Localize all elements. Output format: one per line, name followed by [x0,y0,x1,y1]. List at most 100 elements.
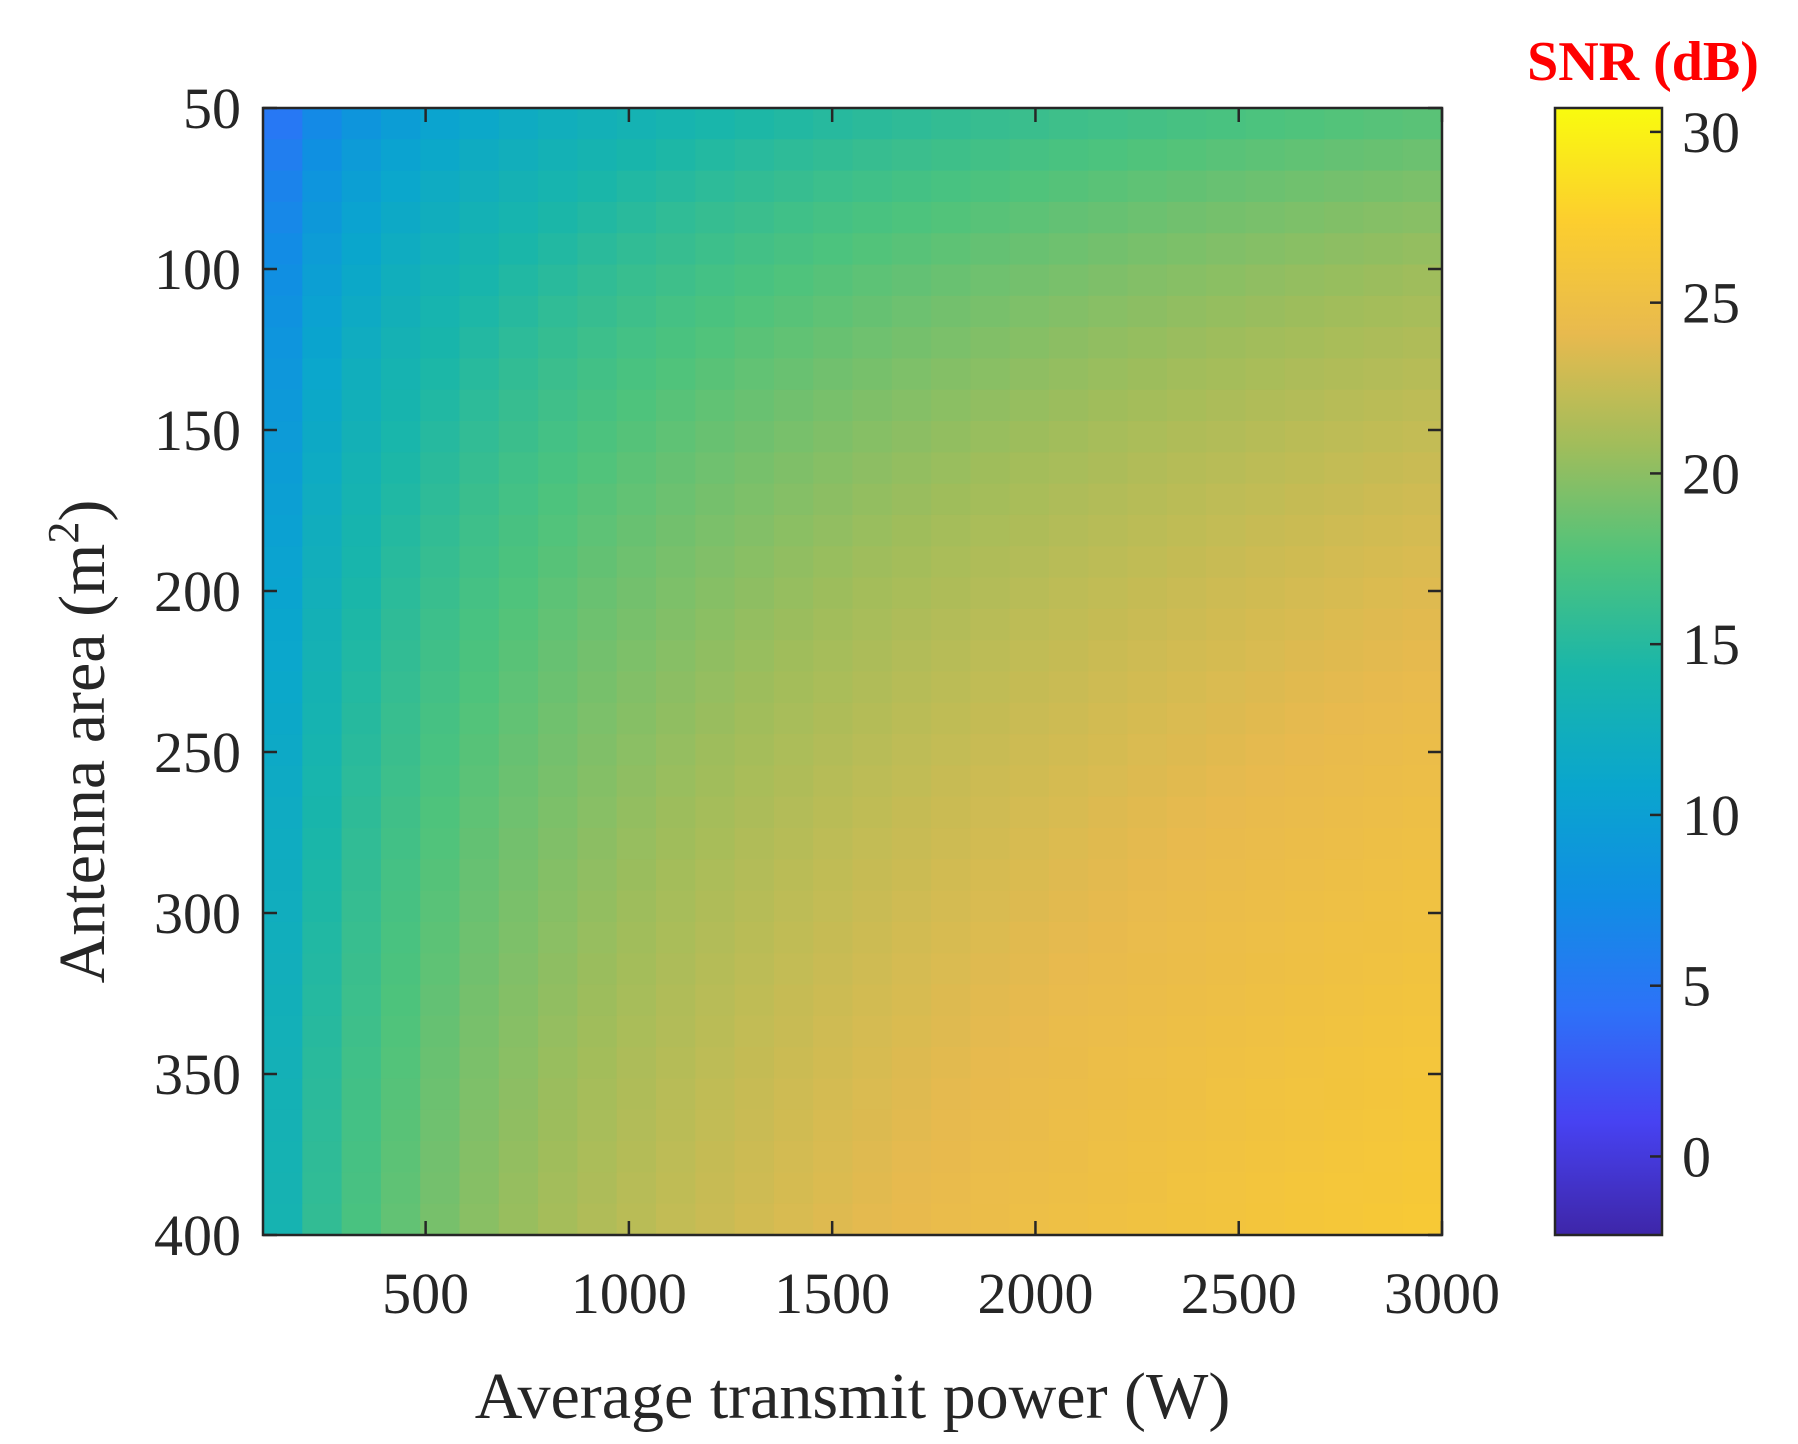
heatmap-cell [1127,734,1168,767]
heatmap-cell [498,577,539,610]
heatmap-cell [695,1015,736,1048]
heatmap-cell [538,1172,578,1205]
heatmap-cell [734,233,775,266]
heatmap-cell [616,201,657,234]
heatmap-cell [1166,389,1207,422]
heatmap-cell [1363,1203,1404,1236]
heatmap-cell [1324,389,1364,422]
heatmap-cell [420,1047,461,1080]
heatmap-cell [1088,859,1129,892]
heatmap-cell [695,984,736,1017]
heatmap-cell [891,233,932,266]
heatmap-cell [341,921,382,954]
heatmap-cell [1245,608,1286,641]
heatmap-cell [302,765,343,798]
heatmap-cell [498,108,539,140]
heatmap-cell [302,1141,343,1173]
heatmap-cell [1127,264,1168,297]
heatmap-cell [1088,1078,1129,1111]
heatmap-cell [813,201,854,234]
heatmap-cell [1284,984,1325,1017]
heatmap-cell [420,577,461,610]
heatmap-cell [341,295,382,328]
heatmap-cell [1206,358,1247,391]
colorbar-tick-label: 5 [1682,954,1711,1019]
heatmap-cell [616,608,657,641]
heatmap-cell [1206,389,1247,422]
heatmap-cell [498,890,539,923]
heatmap-cell [695,671,736,704]
plot-frame [261,106,1444,1237]
heatmap-cell [498,1109,539,1142]
heatmap-cell [656,1078,696,1111]
heatmap-cell [263,796,303,829]
heatmap-cell [1363,890,1404,923]
heatmap-cell [734,859,775,892]
heatmap-cell [1166,1109,1207,1142]
heatmap-cell [1049,577,1089,610]
heatmap-cell [1363,514,1404,547]
heatmap-cell [1206,1047,1247,1080]
heatmap-cell [1284,577,1325,610]
heatmap-cell [498,1015,539,1048]
heatmap-cell [459,1141,500,1173]
heatmap-cell [1245,1172,1286,1205]
heatmap-cell [1324,201,1364,234]
heatmap-cell [1166,640,1207,673]
heatmap-cell [695,828,736,860]
heatmap-cell [852,327,893,360]
colorbar-tick-label: 15 [1682,612,1740,677]
heatmap-cell [931,452,971,485]
heatmap-cell [616,702,657,735]
heatmap-cell [302,452,343,485]
heatmap-cell [1245,389,1286,422]
heatmap-cell [813,640,854,673]
heatmap-cell [1088,671,1129,704]
heatmap-cell [577,1141,618,1173]
heatmap-cell [380,108,421,140]
heatmap-cell [773,108,814,140]
heatmap-cell [577,796,618,829]
heatmap-cell [1049,828,1089,860]
heatmap-cell [656,984,696,1017]
heatmap-cell [1049,1109,1089,1142]
heatmap-cell [380,264,421,297]
heatmap-cell [1284,640,1325,673]
heatmap-cell [695,483,736,516]
heatmap-cell [1363,546,1404,579]
heatmap-cell [459,1047,500,1080]
heatmap-cell [1009,1172,1050,1205]
heatmap-cell [773,389,814,422]
heatmap-cell [970,1015,1011,1048]
heatmap-cell [341,139,382,172]
heatmap-cell [734,671,775,704]
heatmap-cell [577,170,618,203]
heatmap-cell [302,640,343,673]
heatmap-cell [931,1203,971,1236]
y-axis-label-superscript: 2 [39,522,88,544]
heatmap-cell [1009,859,1050,892]
heatmap-cell [616,514,657,547]
heatmap-cell [263,295,303,328]
y-tick-label: 400 [154,1203,241,1268]
heatmap-cell [498,1203,539,1236]
colorbar-ticks: 0 5 10 15 20 25 30 [1650,100,1740,1189]
heatmap-cell [734,702,775,735]
heatmap-cell [1166,577,1207,610]
heatmap-cell [1009,233,1050,266]
heatmap-cell [380,327,421,360]
heatmap-cell [263,702,303,735]
heatmap-cell [773,295,814,328]
heatmap-cell [813,139,854,172]
heatmap-cell [1324,984,1364,1017]
heatmap-cell [773,452,814,485]
heatmap-cell [1088,170,1129,203]
heatmap-cell [1402,1172,1443,1205]
heatmap-cell [773,514,814,547]
heatmap-cell [1009,1109,1050,1142]
heatmap-cell [1363,859,1404,892]
heatmap-cell [891,108,932,140]
heatmap-cell [577,890,618,923]
heatmap-cell [1127,514,1168,547]
heatmap-cell [852,358,893,391]
